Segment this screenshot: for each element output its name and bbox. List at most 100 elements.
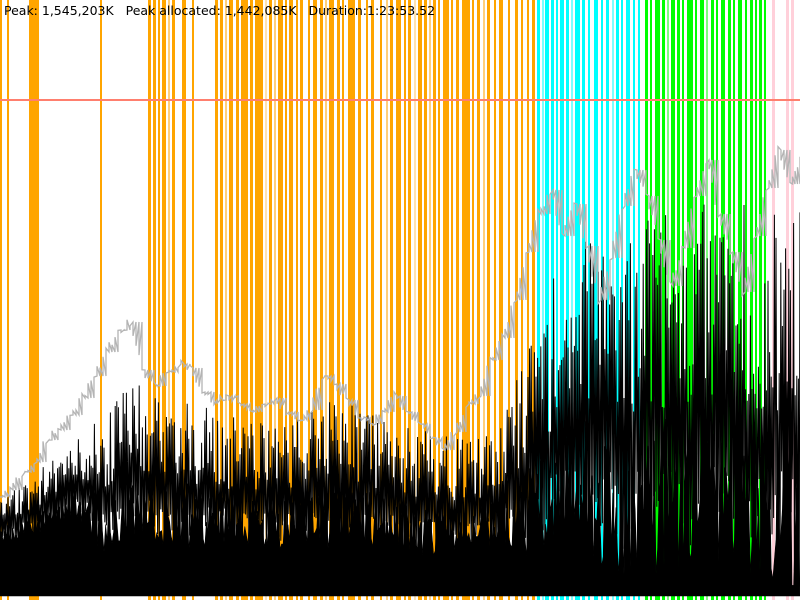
gc-event-bar[interactable] (588, 0, 590, 600)
gc-event-bar[interactable] (348, 0, 355, 600)
gc-event-bar[interactable] (433, 0, 436, 600)
gc-event-bar[interactable] (313, 0, 317, 600)
gc-event-bar[interactable] (633, 0, 635, 600)
gc-event-bar[interactable] (711, 0, 714, 600)
gc-event-bar[interactable] (172, 0, 175, 600)
gc-event-bar[interactable] (414, 0, 416, 600)
gc-event-bar[interactable] (296, 0, 298, 600)
gc-event-bar[interactable] (494, 0, 496, 600)
gc-event-bar[interactable] (255, 0, 263, 600)
gc-event-bar[interactable] (556, 0, 558, 600)
gc-event-bar[interactable] (320, 0, 323, 600)
gc-event-bar[interactable] (168, 0, 170, 600)
gc-event-bar[interactable] (499, 0, 503, 600)
gc-event-bar[interactable] (225, 0, 227, 600)
gc-event-bar[interactable] (472, 0, 474, 600)
gc-event-bar[interactable] (551, 0, 554, 600)
gc-event-bar[interactable] (380, 0, 382, 600)
gc-event-bar[interactable] (786, 0, 789, 600)
gc-event-bar[interactable] (158, 0, 160, 600)
gc-event-bar[interactable] (241, 0, 248, 600)
gc-event-bar[interactable] (755, 0, 757, 600)
gc-event-bar[interactable] (250, 0, 253, 600)
gc-event-bar[interactable] (342, 0, 344, 600)
gc-event-bar[interactable] (438, 0, 440, 600)
gc-event-bar[interactable] (29, 0, 39, 600)
gc-event-bar[interactable] (738, 0, 742, 600)
gc-event-bar[interactable] (371, 0, 374, 600)
gc-event-bar[interactable] (0, 0, 2, 600)
peak-threshold-line (0, 99, 800, 101)
gc-event-bar[interactable] (733, 0, 735, 600)
gc-event-bar[interactable] (236, 0, 239, 600)
gc-event-bar[interactable] (487, 0, 490, 600)
gc-event-bar[interactable] (325, 0, 327, 600)
gc-event-bar[interactable] (575, 0, 580, 600)
gc-event-bar[interactable] (542, 0, 544, 600)
gc-event-bar[interactable] (278, 0, 283, 600)
gc-event-bar[interactable] (616, 0, 619, 600)
gc-event-bar[interactable] (386, 0, 388, 600)
gc-event-bar[interactable] (148, 0, 151, 600)
gc-event-bar[interactable] (192, 0, 194, 600)
gc-event-bar[interactable] (329, 0, 334, 600)
gc-event-bar[interactable] (443, 0, 449, 600)
gc-event-bar[interactable] (451, 0, 453, 600)
gc-event-bar[interactable] (182, 0, 186, 600)
used-memory-line (0, 204, 800, 587)
gc-event-bar[interactable] (638, 0, 640, 600)
gc-event-bar[interactable] (571, 0, 573, 600)
gc-event-bar[interactable] (594, 0, 598, 600)
gc-event-bar[interactable] (456, 0, 459, 600)
gc-event-bar[interactable] (220, 0, 223, 600)
gc-event-bar[interactable] (366, 0, 368, 600)
gc-event-bar[interactable] (527, 0, 529, 600)
gc-event-bar[interactable] (671, 0, 675, 600)
gc-event-bar[interactable] (274, 0, 276, 600)
gc-event-bar[interactable] (545, 0, 549, 600)
gc-event-bar[interactable] (662, 0, 665, 600)
gc-event-bar[interactable] (408, 0, 411, 600)
gc-event-bar[interactable] (483, 0, 485, 600)
gc-event-bar[interactable] (418, 0, 422, 600)
gc-event-bar[interactable] (265, 0, 267, 600)
gc-event-bar[interactable] (667, 0, 669, 600)
gc-event-bar[interactable] (650, 0, 652, 600)
gc-event-bar[interactable] (396, 0, 401, 600)
gc-event-bar[interactable] (521, 0, 523, 600)
gc-event-bar[interactable] (358, 0, 361, 600)
gc-event-bar[interactable] (772, 0, 775, 600)
gc-event-bar[interactable] (229, 0, 233, 600)
gc-event-bar[interactable] (215, 0, 218, 600)
gc-event-bar[interactable] (626, 0, 630, 600)
gc-event-bar[interactable] (162, 0, 166, 600)
gc-event-bar[interactable] (100, 0, 102, 600)
gc-event-bar[interactable] (477, 0, 480, 600)
gc-event-bar[interactable] (404, 0, 406, 600)
gc-event-bar[interactable] (508, 0, 510, 600)
gc-event-bar[interactable] (687, 0, 693, 600)
gc-event-bar[interactable] (289, 0, 293, 600)
gc-event-bar[interactable] (621, 0, 623, 600)
gc-event-bar[interactable] (285, 0, 287, 600)
gc-event-bar[interactable] (532, 0, 535, 600)
gc-event-bar[interactable] (759, 0, 762, 600)
gc-event-bar[interactable] (429, 0, 431, 600)
gc-event-bar[interactable] (153, 0, 156, 600)
gc-event-bar[interactable] (269, 0, 272, 600)
gc-event-bar[interactable] (566, 0, 569, 600)
gc-event-bar[interactable] (462, 0, 470, 600)
gc-event-bar[interactable] (750, 0, 753, 600)
gc-event-bar[interactable] (337, 0, 340, 600)
gc-event-bar[interactable] (390, 0, 393, 600)
gc-event-bar[interactable] (791, 0, 794, 600)
gc-event-bar[interactable] (745, 0, 747, 600)
gc-event-bar[interactable] (300, 0, 303, 600)
gc-event-bar[interactable] (7, 0, 9, 600)
gc-event-bar[interactable] (560, 0, 564, 600)
gc-event-bar[interactable] (537, 0, 540, 600)
gc-event-bar[interactable] (308, 0, 310, 600)
gc-event-bar[interactable] (424, 0, 427, 600)
